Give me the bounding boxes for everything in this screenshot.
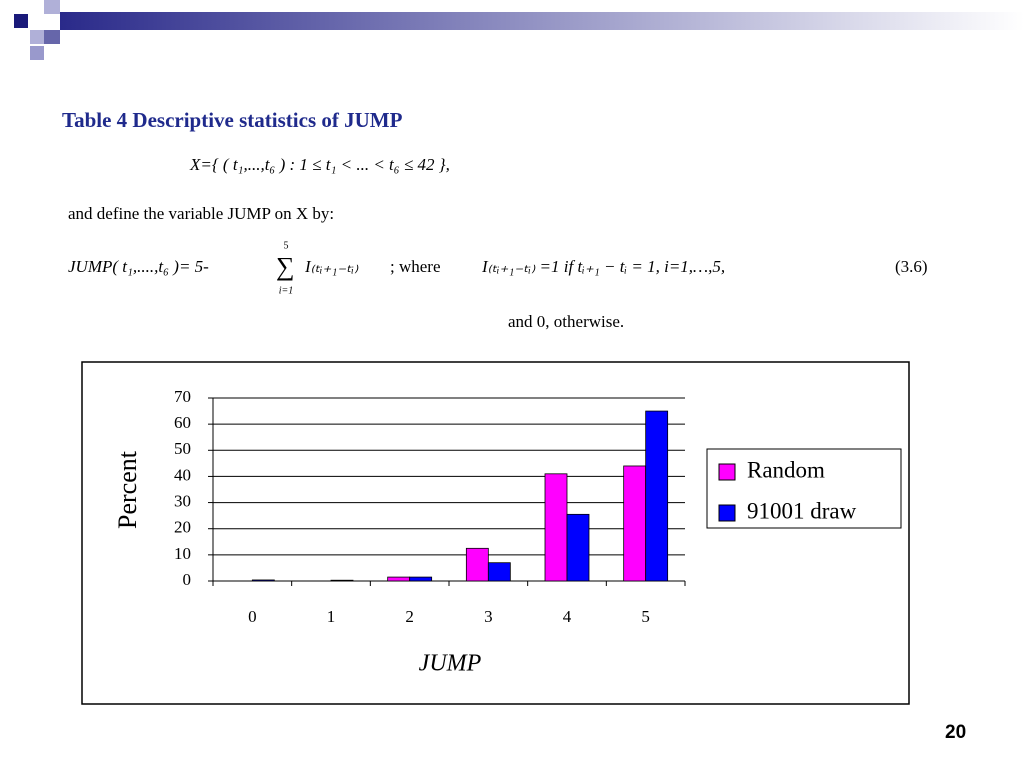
bar bbox=[330, 579, 354, 582]
y-tick-label: 40 bbox=[174, 465, 191, 484]
decor bbox=[44, 0, 60, 14]
x-tick-label: 4 bbox=[563, 607, 572, 626]
legend-swatch bbox=[718, 463, 736, 481]
formula: JUMP( t₁,....,t₆ )= 5- bbox=[68, 257, 209, 276]
formula: I₍ₜᵢ₊₁₋ₜᵢ₎ =1 if tᵢ₊₁ − tᵢ = 1, i=1,…,5, bbox=[481, 257, 725, 276]
bar bbox=[465, 547, 489, 582]
x-tick-label: 2 bbox=[405, 607, 414, 626]
bar bbox=[387, 576, 411, 582]
chart-frame bbox=[81, 361, 910, 705]
y-tick-label: 60 bbox=[174, 413, 191, 432]
text: and define the variable JUMP on X by: bbox=[68, 204, 334, 223]
slide-title: Table 4 Descriptive statistics of JUMP bbox=[62, 108, 403, 132]
sum-lower: i=1 bbox=[279, 285, 294, 296]
legend-box bbox=[706, 448, 902, 529]
bar bbox=[566, 513, 590, 582]
page-number: 20 bbox=[945, 722, 966, 743]
sum-upper: 5 bbox=[284, 240, 289, 251]
bar bbox=[544, 473, 568, 582]
y-tick-label: 0 bbox=[183, 570, 192, 589]
text: ; where bbox=[390, 257, 441, 276]
x-tick-label: 0 bbox=[248, 607, 257, 626]
legend-label: Random bbox=[747, 457, 825, 482]
x-tick-label: 5 bbox=[641, 607, 650, 626]
y-tick-label: 10 bbox=[174, 544, 191, 563]
bar bbox=[409, 576, 433, 582]
bar bbox=[623, 465, 647, 582]
y-tick-label: 20 bbox=[174, 518, 191, 537]
decor bbox=[30, 46, 44, 60]
y-tick-label: 30 bbox=[174, 491, 191, 510]
bar bbox=[645, 410, 669, 582]
y-tick-label: 50 bbox=[174, 439, 191, 458]
header-bar bbox=[60, 12, 1024, 30]
decor bbox=[30, 30, 44, 44]
bar bbox=[487, 562, 511, 582]
bar bbox=[251, 579, 275, 582]
decor bbox=[44, 30, 60, 44]
y-tick-label: 70 bbox=[174, 387, 191, 406]
y-axis-label: Percent bbox=[113, 450, 142, 529]
x-tick-label: 1 bbox=[327, 607, 336, 626]
formula: X={ ( t₁,...,t₆ ) : 1 ≤ t₁ < ... < t₆ ≤ … bbox=[189, 155, 450, 174]
x-axis-label: JUMP bbox=[419, 651, 482, 677]
equation-number: (3.6) bbox=[895, 257, 928, 276]
legend-label: 91001 draw bbox=[747, 498, 857, 523]
formula: I₍ₜᵢ₊₁₋ₜᵢ₎ bbox=[304, 257, 359, 276]
x-tick-label: 3 bbox=[484, 607, 493, 626]
sum-sign: ∑ bbox=[276, 252, 295, 281]
legend-swatch bbox=[718, 504, 736, 522]
decor bbox=[14, 14, 28, 28]
text: and 0, otherwise. bbox=[508, 312, 624, 331]
